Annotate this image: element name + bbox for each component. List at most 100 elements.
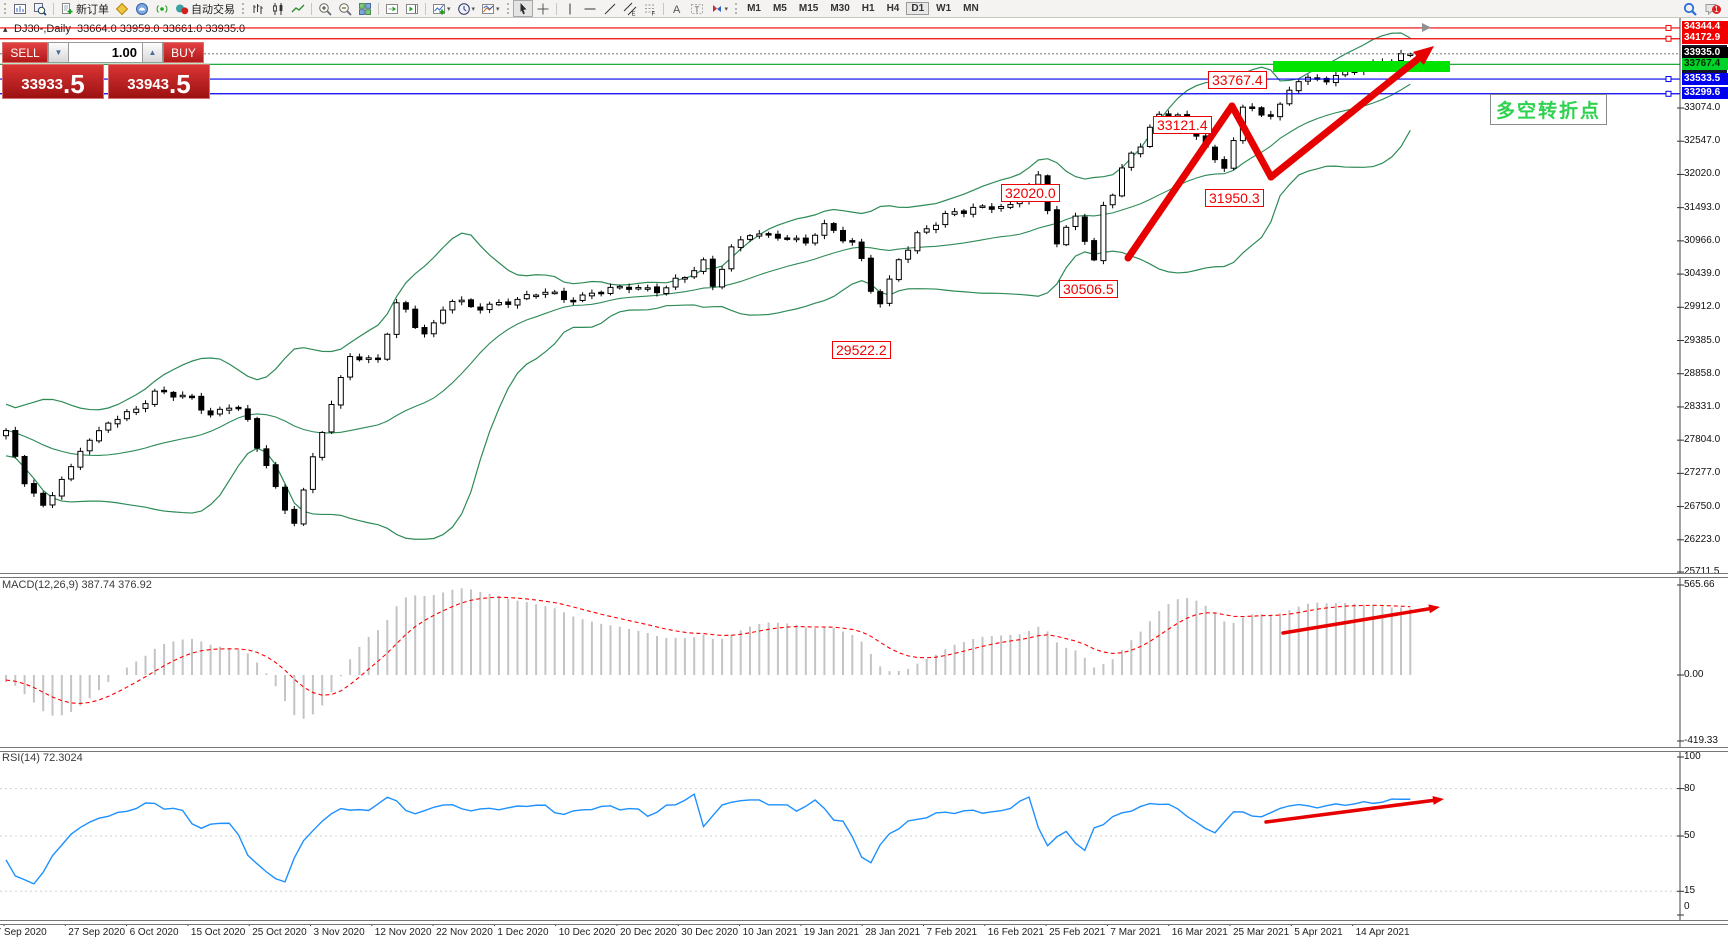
date-label: 14 Apr 2021 [1355,927,1410,938]
price-annotation[interactable]: 29522.2 [832,341,891,359]
cursor-icon[interactable] [512,0,533,17]
date-label: 1 Dec 2020 [497,927,549,938]
volume-increase-button[interactable]: ▲ [142,42,163,63]
toolbar-separator [378,2,379,15]
crosshair-icon[interactable] [533,1,553,16]
auto-scroll-icon[interactable] [382,1,402,16]
fibonacci-icon: F [644,4,655,16]
volume-decrease-button[interactable]: ▼ [48,42,69,63]
price-annotation[interactable]: 33121.4 [1153,116,1212,134]
text-label-icon: T [690,3,703,14]
timeframe-M5[interactable]: M5 [772,3,787,14]
buy-button[interactable]: BUY [163,42,204,63]
arrows-icon[interactable]: ▾ [707,1,732,16]
indicators-icon[interactable]: ▾ [429,1,454,16]
timeframe-D1[interactable]: D1 [906,2,930,15]
new-order-button[interactable]: 新订单 [57,1,112,16]
price-scale-label: 27804.0 [1684,434,1721,446]
chart-window: ▴ DJ30-,Daily 33664.0 33959.0 33661.0 33… [0,17,1728,944]
price-scale-label: 32020.0 [1684,168,1721,180]
publisher-icon[interactable] [132,1,152,16]
one-click-collapse-icon[interactable]: ▴ [3,24,8,34]
volume-input[interactable]: 1.00 [69,42,142,63]
toolbar-grip[interactable] [506,3,509,14]
timeframe-M15[interactable]: M15 [798,3,819,14]
toolbar-grip[interactable] [4,3,6,14]
price-scale-label: 30439.0 [1684,268,1721,280]
panel-separator[interactable] [0,746,1728,752]
new-order-icon [62,2,73,14]
history-center-icon[interactable] [112,1,132,16]
buy-price-big: .5 [169,69,191,99]
indicators-icon [433,3,445,14]
autotrading-button[interactable]: 自动交易 [172,1,238,16]
trendline-icon[interactable] [600,1,620,16]
candlestick-type-icon[interactable] [268,1,288,16]
price-scale-label: 34172.9 [1682,32,1728,45]
dropdown-arrow-icon[interactable]: ▾ [724,5,729,13]
tile-windows-icon[interactable] [355,1,375,16]
sell-price-display[interactable]: 33933.5 [2,64,104,99]
dropdown-arrow-icon[interactable]: ▾ [496,5,500,13]
date-label: 7 Mar 2021 [1110,927,1161,938]
date-label: 16 Mar 2021 [1171,927,1228,938]
panel-separator[interactable] [0,572,1728,578]
svg-text:E: E [631,11,635,16]
text-icon[interactable]: A [667,1,687,16]
price-scale-label: 33299.6 [1682,87,1728,100]
toolbar-right-group: 1 [1683,2,1728,16]
bar-chart-type-icon[interactable] [248,1,268,16]
notifications-button[interactable]: 1 [1704,2,1721,16]
text-label-icon[interactable]: T [687,1,707,16]
toolbar-grip[interactable] [735,3,738,14]
timeframe-M1[interactable]: M1 [747,3,761,14]
date-label: 10 Dec 2020 [558,927,616,938]
date-label: 3 Nov 2020 [313,927,365,938]
date-label: 6 Oct 2020 [129,927,179,938]
svg-text:F: F [651,11,655,16]
fibonacci-icon[interactable]: F [640,1,660,16]
date-label: 5 Apr 2021 [1294,927,1343,938]
new-chart-icon[interactable] [10,1,30,16]
price-scale-label: 33767.4 [1682,57,1728,70]
price-scale-label: -419.33 [1684,735,1718,746]
toolbar-separator [53,2,54,15]
templates-icon[interactable]: ▾ [478,1,503,16]
price-annotation[interactable]: 33767.4 [1208,71,1267,89]
price-scale-label: 28858.0 [1684,367,1721,379]
horizontal-line-icon[interactable] [580,1,600,16]
vertical-line-icon[interactable] [560,1,580,16]
price-annotation[interactable]: 30506.5 [1059,280,1118,298]
timeframe-H1[interactable]: H1 [861,3,875,14]
sell-button[interactable]: SELL [2,42,48,63]
vertical-line-icon [569,3,571,14]
timeframe-H4[interactable]: H4 [886,3,900,14]
price-scale-label: 33533.5 [1682,72,1728,85]
zoom-out-icon[interactable] [335,1,355,16]
line-chart-type-icon[interactable] [288,1,308,16]
equidistant-channel-icon[interactable]: E [620,1,640,16]
zoom-in-icon [319,2,332,16]
arrows-icon [712,4,721,12]
dropdown-arrow-icon[interactable]: ▾ [471,5,476,13]
price-scale-label: 29912.0 [1684,301,1721,313]
market-watch-icon[interactable] [30,1,50,16]
buy-price-display[interactable]: 33943.5 [108,64,210,99]
panel-separator[interactable] [0,919,1728,925]
timeframe-MN[interactable]: MN [963,3,979,14]
turning-point-text[interactable]: 多空转折点 [1490,94,1608,125]
zoom-in-icon[interactable] [315,1,335,16]
dropdown-arrow-icon[interactable]: ▾ [447,5,451,13]
periods-icon[interactable]: ▾ [454,1,479,16]
timeframe-M30[interactable]: M30 [830,3,850,14]
text-icon: A [673,4,681,16]
price-scale-label: 0.00 [1684,669,1704,680]
price-scale-label: 26750.0 [1684,500,1721,512]
timeframe-W1[interactable]: W1 [936,3,952,14]
chart-shift-icon[interactable] [402,1,422,16]
price-annotation[interactable]: 31950.3 [1205,189,1264,207]
price-annotation[interactable]: 32020.0 [1001,184,1060,202]
date-label: 7 Feb 2021 [926,927,978,938]
toolbar-grip[interactable] [242,3,244,14]
signals-icon[interactable] [152,1,172,16]
